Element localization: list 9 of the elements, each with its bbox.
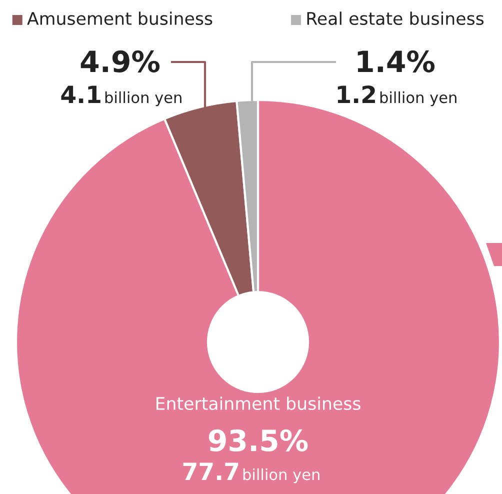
- legend-label: Real estate business: [307, 12, 484, 26]
- text: 77.7 billion yen: [183, 462, 320, 484]
- data-label: 4.9%: [80, 50, 160, 72]
- slice-label: Entertainment business: [156, 396, 360, 410]
- text: 1.2 billion yen: [338, 85, 456, 106]
- text: 4.1 billion yen: [61, 86, 182, 106]
- data-label: 1.4%: [358, 50, 435, 72]
- legend-label: Amusement business: [27, 12, 212, 26]
- data-label: 93.5%: [208, 429, 308, 452]
